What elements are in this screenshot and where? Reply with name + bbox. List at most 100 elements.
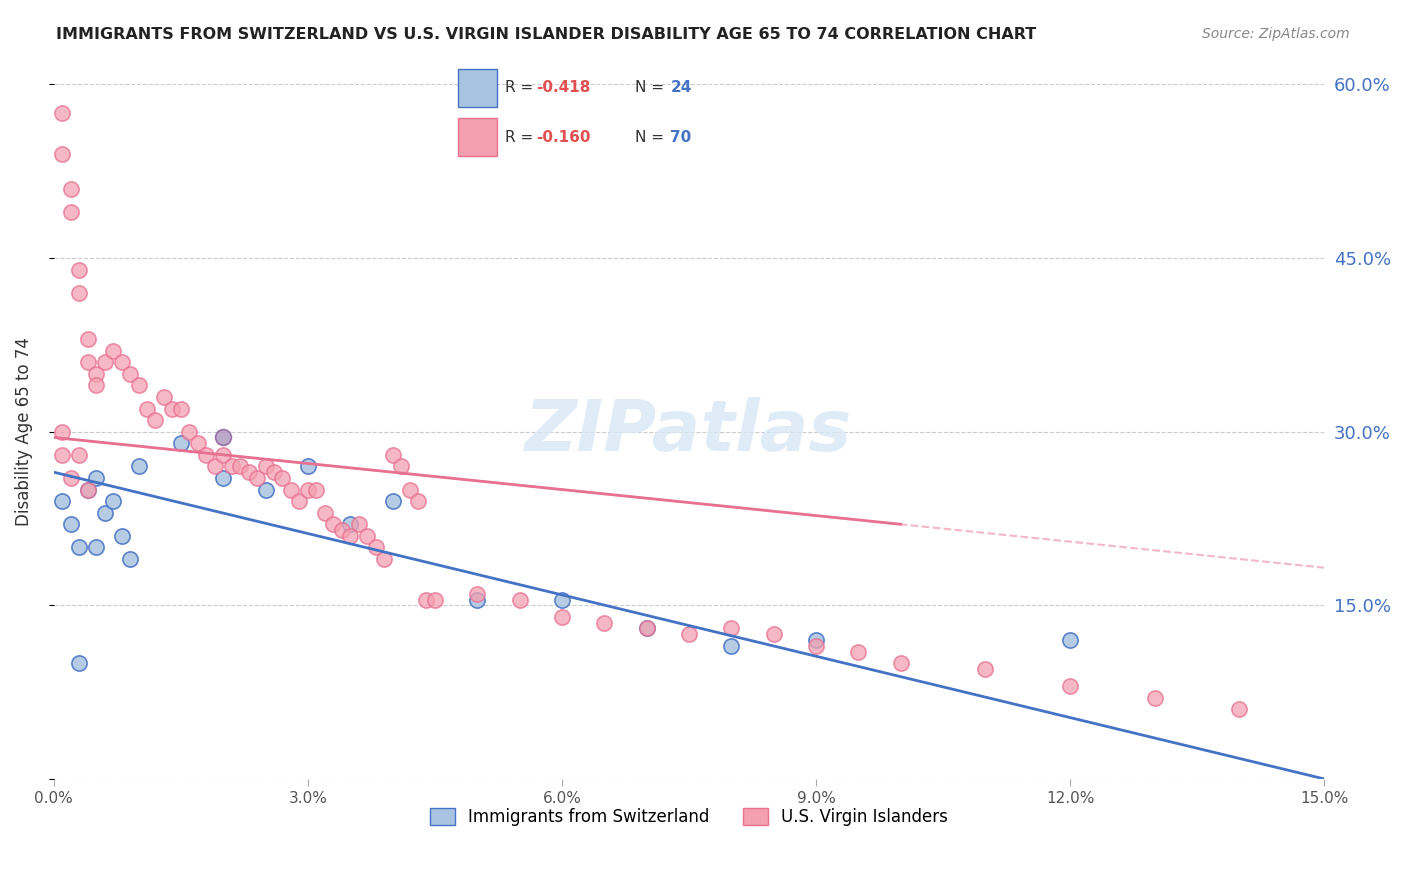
Point: [229, 459, 252, 474]
Point: [187, 436, 209, 450]
Point: [136, 401, 159, 416]
Point: [93, 355, 115, 369]
Text: Source: ZipAtlas.com: Source: ZipAtlas.com: [1202, 27, 1350, 41]
Point: [389, 459, 412, 474]
Point: [465, 592, 488, 607]
Point: [720, 639, 742, 653]
Point: [128, 378, 150, 392]
Point: [322, 517, 344, 532]
Point: [636, 622, 658, 636]
Point: [398, 483, 420, 497]
Point: [118, 367, 141, 381]
Point: [339, 529, 361, 543]
Point: [67, 285, 90, 300]
Point: [465, 587, 488, 601]
Point: [804, 633, 827, 648]
Text: -0.160: -0.160: [537, 129, 591, 145]
Point: [162, 401, 184, 416]
Text: N =: N =: [636, 80, 669, 95]
Point: [145, 413, 167, 427]
Point: [246, 471, 269, 485]
Text: R =: R =: [505, 129, 538, 145]
Point: [330, 523, 353, 537]
Point: [84, 367, 107, 381]
Point: [238, 465, 260, 479]
Point: [356, 529, 378, 543]
Point: [1059, 679, 1081, 693]
Point: [305, 483, 328, 497]
Point: [221, 459, 243, 474]
FancyBboxPatch shape: [458, 119, 498, 155]
Point: [84, 378, 107, 392]
Point: [212, 471, 235, 485]
Point: [551, 592, 574, 607]
Point: [1143, 690, 1166, 705]
Point: [678, 627, 700, 641]
Point: [76, 483, 98, 497]
Point: [280, 483, 302, 497]
Point: [406, 494, 429, 508]
Point: [762, 627, 785, 641]
Text: ZIPatlas: ZIPatlas: [526, 397, 852, 467]
Point: [84, 471, 107, 485]
Point: [76, 355, 98, 369]
Point: [636, 622, 658, 636]
Point: [101, 494, 124, 508]
Point: [179, 425, 201, 439]
Point: [415, 592, 437, 607]
Point: [890, 656, 912, 670]
Point: [974, 662, 997, 676]
Point: [195, 448, 218, 462]
Point: [1229, 702, 1251, 716]
Point: [128, 459, 150, 474]
Point: [67, 541, 90, 555]
Point: [59, 471, 82, 485]
Point: [51, 494, 73, 508]
Point: [364, 541, 387, 555]
Point: [297, 459, 319, 474]
Point: [67, 262, 90, 277]
Point: [373, 552, 395, 566]
Legend: Immigrants from Switzerland, U.S. Virgin Islanders: Immigrants from Switzerland, U.S. Virgin…: [423, 802, 955, 833]
Text: -0.418: -0.418: [537, 80, 591, 95]
Text: N =: N =: [636, 129, 669, 145]
Point: [297, 483, 319, 497]
Point: [153, 390, 176, 404]
Text: IMMIGRANTS FROM SWITZERLAND VS U.S. VIRGIN ISLANDER DISABILITY AGE 65 TO 74 CORR: IMMIGRANTS FROM SWITZERLAND VS U.S. VIRG…: [56, 27, 1036, 42]
Point: [76, 483, 98, 497]
Point: [314, 506, 336, 520]
Point: [101, 343, 124, 358]
Point: [254, 483, 277, 497]
Point: [288, 494, 311, 508]
Point: [381, 494, 404, 508]
Point: [347, 517, 370, 532]
Point: [509, 592, 531, 607]
Point: [67, 448, 90, 462]
Point: [51, 106, 73, 120]
Text: 24: 24: [671, 80, 692, 95]
Point: [170, 436, 193, 450]
Point: [51, 448, 73, 462]
Point: [170, 401, 193, 416]
FancyBboxPatch shape: [458, 70, 498, 106]
Point: [84, 541, 107, 555]
Point: [204, 459, 226, 474]
Point: [263, 465, 285, 479]
Point: [110, 529, 132, 543]
Point: [59, 181, 82, 195]
Point: [59, 204, 82, 219]
Point: [51, 147, 73, 161]
Point: [381, 448, 404, 462]
Point: [423, 592, 446, 607]
Point: [76, 332, 98, 346]
Point: [551, 610, 574, 624]
Y-axis label: Disability Age 65 to 74: Disability Age 65 to 74: [15, 337, 32, 526]
Point: [339, 517, 361, 532]
Point: [59, 517, 82, 532]
Point: [110, 355, 132, 369]
Point: [593, 615, 616, 630]
Point: [93, 506, 115, 520]
Point: [118, 552, 141, 566]
Point: [212, 430, 235, 444]
Text: R =: R =: [505, 80, 538, 95]
